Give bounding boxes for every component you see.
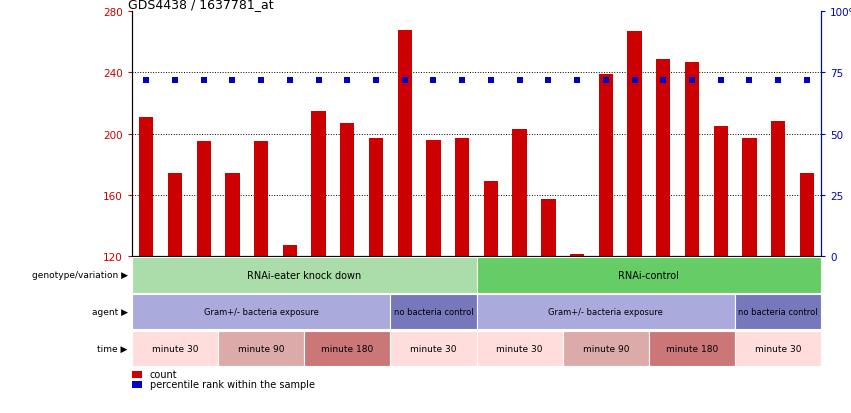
Bar [598,75,613,256]
Text: RNAi-eater knock down: RNAi-eater knock down [247,270,362,280]
Bar [570,254,585,256]
Bar [197,142,211,256]
Bar [168,174,182,256]
Point [771,77,785,84]
Point [426,77,440,84]
Bar [771,122,785,256]
Bar [283,245,297,256]
Text: minute 90: minute 90 [238,344,284,353]
Point [168,77,182,84]
Bar [800,174,814,256]
Point [800,77,814,84]
Text: minute 30: minute 30 [496,344,543,353]
Text: RNAi-control: RNAi-control [619,270,679,280]
Bar [541,200,556,256]
Bar [685,63,700,256]
Point [599,77,613,84]
Bar [368,139,383,256]
Text: no bacteria control: no bacteria control [394,308,473,316]
Text: agent ▶: agent ▶ [92,308,128,316]
Point [714,77,728,84]
Bar [627,32,642,256]
Bar [656,59,671,256]
Point [369,77,383,84]
Bar [139,117,153,256]
Text: time ▶: time ▶ [97,344,128,353]
Text: minute 180: minute 180 [665,344,718,353]
Text: GDS4438 / 1637781_at: GDS4438 / 1637781_at [129,0,274,11]
Point [455,77,469,84]
Bar [254,142,268,256]
Bar [483,181,498,256]
Point [226,77,239,84]
Bar [426,140,441,256]
Text: minute 180: minute 180 [321,344,374,353]
Bar [226,174,240,256]
Bar [742,139,757,256]
Text: no bacteria control: no bacteria control [739,308,818,316]
Point [283,77,297,84]
Point [541,77,555,84]
Text: minute 30: minute 30 [410,344,457,353]
Point [140,77,153,84]
Point [628,77,642,84]
Point [513,77,527,84]
Point [398,77,412,84]
Text: minute 90: minute 90 [583,344,629,353]
Bar [397,31,412,256]
Point [685,77,699,84]
Text: Gram+/- bacteria exposure: Gram+/- bacteria exposure [203,308,318,316]
Text: minute 30: minute 30 [755,344,802,353]
Bar [713,127,728,256]
Text: genotype/variation ▶: genotype/variation ▶ [31,271,128,280]
Point [197,77,210,84]
Point [484,77,498,84]
Text: minute 30: minute 30 [151,344,198,353]
Bar [455,139,470,256]
Bar [340,123,355,256]
Point [743,77,757,84]
Text: Gram+/- bacteria exposure: Gram+/- bacteria exposure [548,308,663,316]
Point [656,77,670,84]
Point [340,77,354,84]
Point [311,77,325,84]
Point [254,77,268,84]
Bar [311,112,326,256]
Point [570,77,584,84]
Text: count: count [150,370,177,380]
Text: percentile rank within the sample: percentile rank within the sample [150,380,315,389]
Bar [512,130,527,256]
